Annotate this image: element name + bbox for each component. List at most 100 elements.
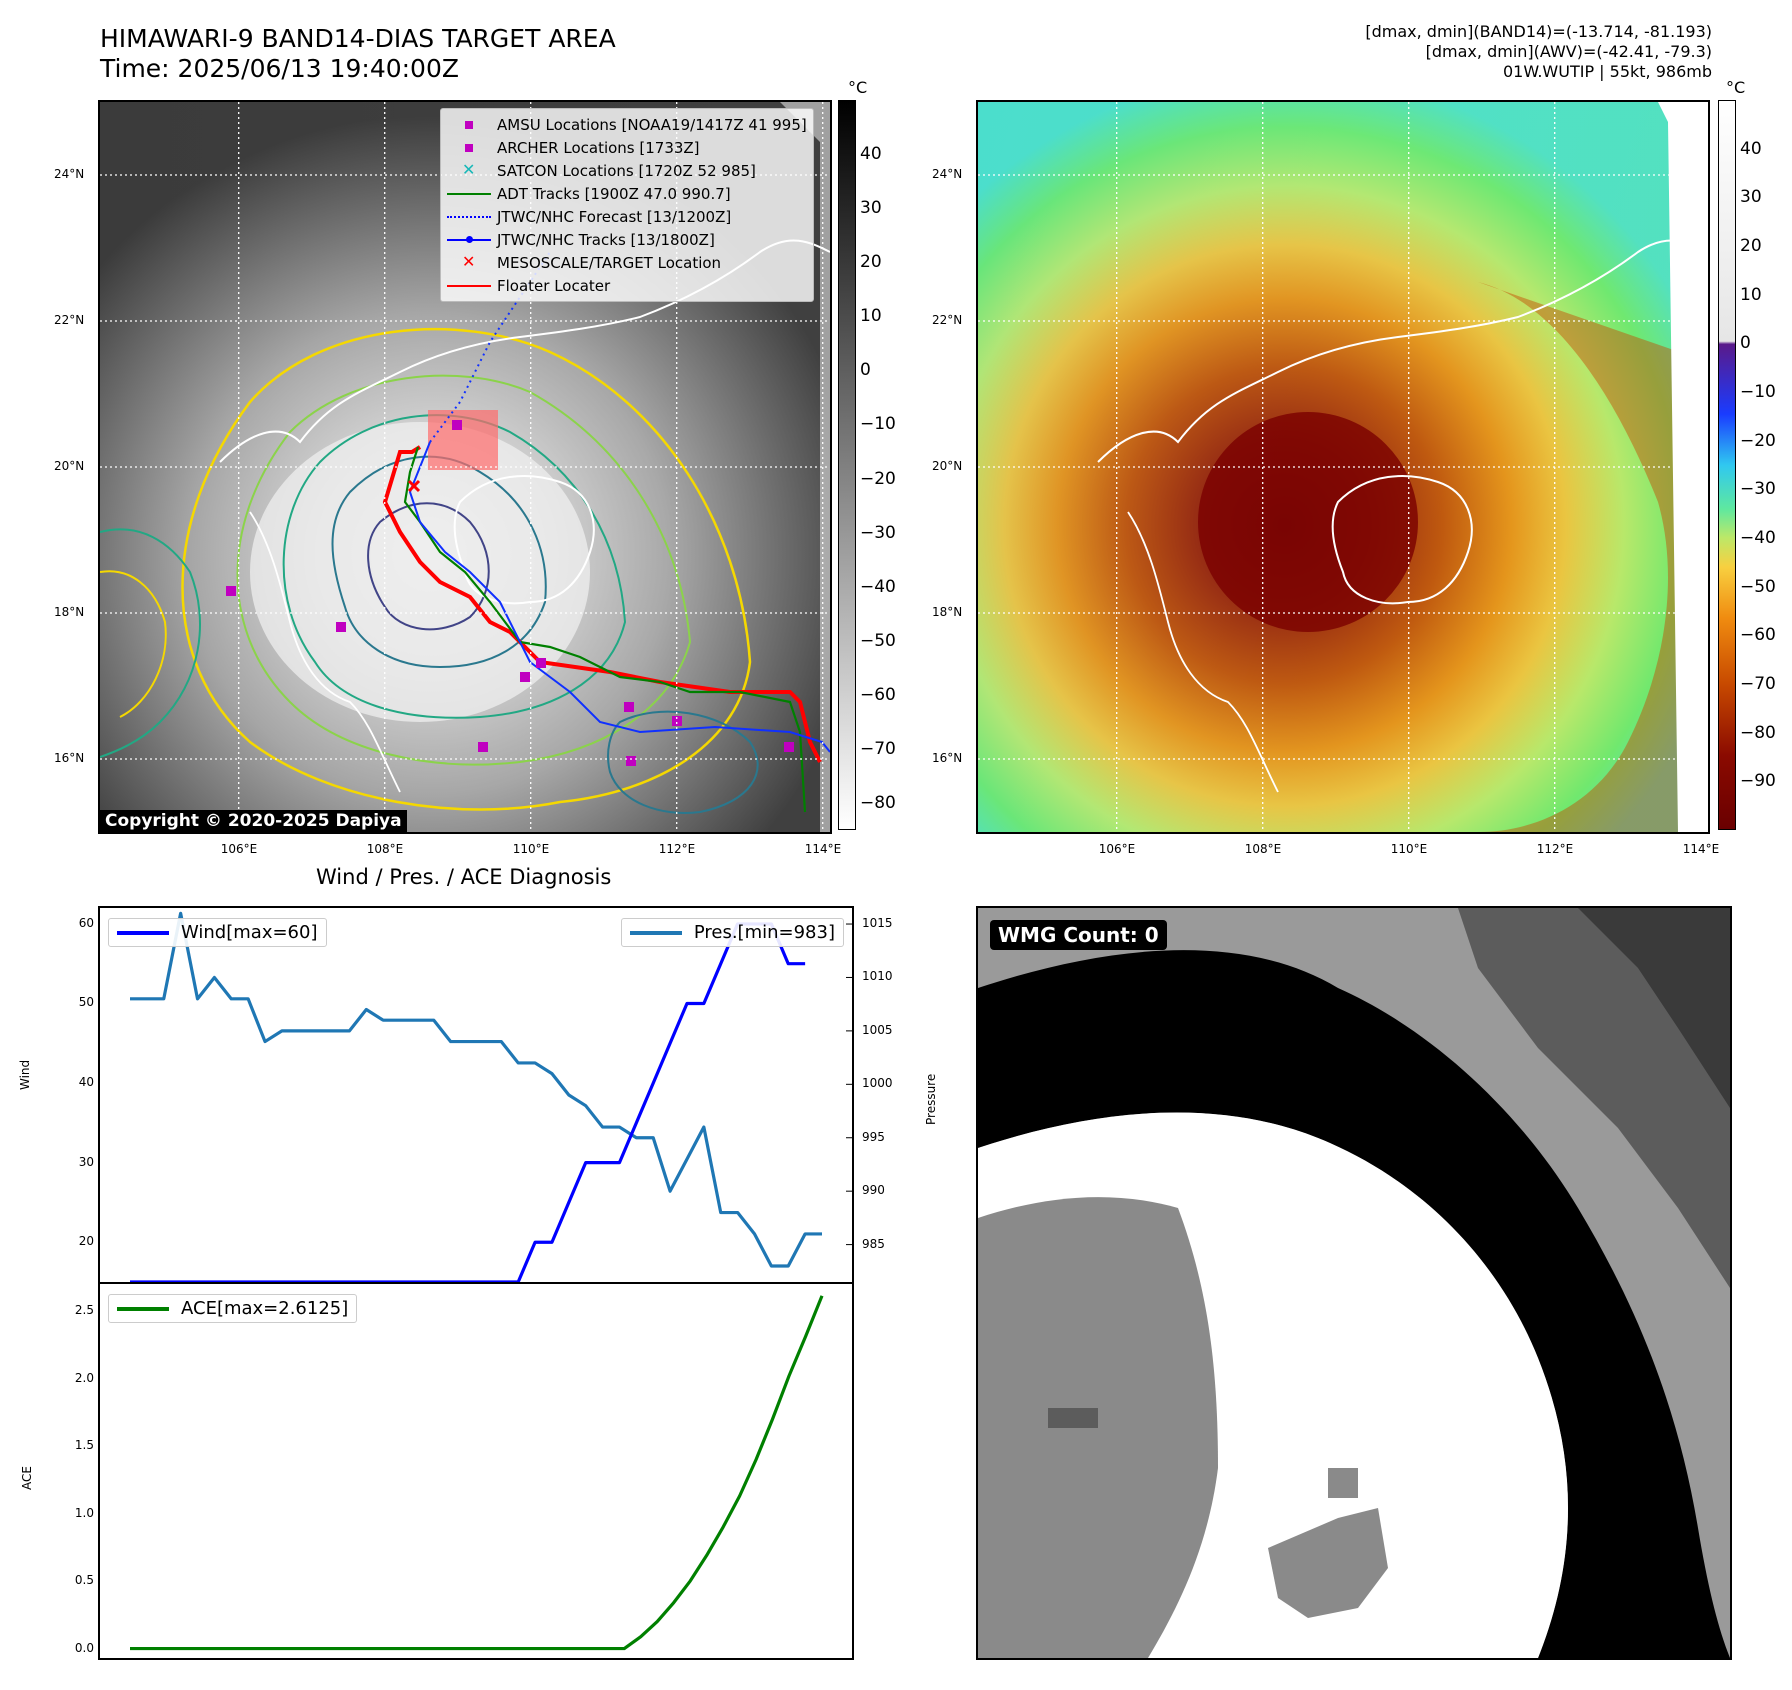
legend-label: MESOSCALE/TARGET Location bbox=[497, 253, 722, 272]
legend-item: JTWC/NHC Tracks [13/1800Z] bbox=[447, 228, 807, 251]
info-awv-range: [dmax, dmin](AWV)=(-42.41, -79.3) bbox=[1425, 42, 1712, 61]
lat-label: 18°N bbox=[54, 605, 85, 619]
colorbar-tick: −40 bbox=[1740, 528, 1776, 548]
colorbar-tick: −10 bbox=[860, 414, 896, 435]
legend-item: ARCHER Locations [1733Z] bbox=[447, 136, 807, 159]
lat-label: 18°N bbox=[932, 605, 963, 619]
colorbar-tick: −50 bbox=[860, 630, 896, 651]
axis-tick-label: 990 bbox=[862, 1183, 885, 1198]
map-legend: AMSU Locations [NOAA19/1417Z 41 995] ARCH… bbox=[440, 108, 814, 302]
ace-panel: ACE[max=2.6125] bbox=[98, 1282, 854, 1660]
lat-label: 16°N bbox=[54, 751, 85, 765]
colorbar-tick: 40 bbox=[860, 144, 882, 165]
legend-marker bbox=[447, 233, 493, 247]
lon-label: 108°E bbox=[1244, 842, 1282, 856]
legend-marker bbox=[447, 118, 493, 132]
colorbar-tick: 30 bbox=[1740, 187, 1762, 208]
lon-label: 114°E bbox=[804, 842, 842, 856]
legend-marker: ✕ bbox=[462, 251, 476, 271]
lon-label: 112°E bbox=[1536, 842, 1574, 856]
info-storm-summary: 01W.WUTIP | 55kt, 986mb bbox=[1502, 62, 1712, 81]
colorbar-tick: −10 bbox=[1740, 382, 1776, 402]
pressure-legend: Pres.[min=983] bbox=[620, 918, 844, 947]
colorbar-tick: −70 bbox=[860, 738, 896, 759]
ace-plot bbox=[130, 1295, 824, 1651]
wmg-count-badge: WMG Count: 0 bbox=[990, 920, 1167, 950]
lon-label: 110°E bbox=[512, 842, 550, 856]
legend-marker: ✕ bbox=[462, 159, 476, 179]
colorbar-tick: −20 bbox=[860, 468, 896, 489]
storm-info: [dmax, dmin](BAND14)=(-13.714, -81.193) … bbox=[1365, 22, 1712, 82]
wmg-image bbox=[978, 908, 1730, 1658]
legend-label: JTWC/NHC Tracks [13/1800Z] bbox=[497, 230, 715, 249]
colorbar-tick: −50 bbox=[1740, 576, 1776, 597]
wind-pressure-plot bbox=[130, 911, 852, 1282]
ir-map-panel: AMSU Locations [NOAA19/1417Z 41 995] ARCH… bbox=[98, 100, 832, 834]
figure-title: HIMAWARI-9 BAND14-DIAS TARGET AREA Time: … bbox=[100, 24, 616, 83]
awv-map-panel bbox=[976, 100, 1710, 834]
lat-label: 24°N bbox=[54, 167, 85, 181]
axis-tick-label: 1000 bbox=[862, 1076, 893, 1091]
info-band14-range: [dmax, dmin](BAND14)=(-13.714, -81.193) bbox=[1365, 22, 1712, 41]
colorbar-tick: 0 bbox=[1740, 333, 1751, 354]
legend-item: JTWC/NHC Forecast [13/1200Z] bbox=[447, 205, 807, 228]
lon-label: 106°E bbox=[1098, 842, 1136, 856]
pressure-legend-label: Pres.[min=983] bbox=[693, 922, 835, 943]
wind-axis-label: Wind bbox=[18, 1059, 32, 1090]
colorbar-tick: −30 bbox=[860, 522, 896, 543]
colorbar-tick: 0 bbox=[860, 360, 871, 381]
lon-label: 106°E bbox=[220, 842, 258, 856]
legend-item: AMSU Locations [NOAA19/1417Z 41 995] bbox=[447, 113, 807, 136]
target-x-marker bbox=[407, 479, 421, 493]
copyright-label: Copyright © 2020-2025 Dapiya bbox=[100, 810, 407, 832]
axis-tick-label: 1.5 bbox=[74, 1438, 94, 1453]
ir-colorbar-unit: °C bbox=[848, 78, 868, 97]
wind-pressure-panel: Wind[max=60] Pres.[min=983] bbox=[98, 906, 854, 1284]
axis-tick-label: 30 bbox=[78, 1154, 94, 1169]
legend-item: Floater Locater bbox=[447, 274, 807, 297]
axis-tick-label: 1010 bbox=[862, 969, 893, 984]
pressure-series-line bbox=[130, 911, 822, 1268]
lon-label: 114°E bbox=[1682, 842, 1720, 856]
colorbar-tick: 20 bbox=[860, 252, 882, 273]
colorbar-tick: −40 bbox=[860, 576, 896, 597]
target-area-box bbox=[428, 410, 498, 470]
axis-tick-label: 2.5 bbox=[74, 1303, 94, 1317]
colorbar-tick: −60 bbox=[1740, 625, 1776, 646]
amsu-archer-markers bbox=[226, 420, 794, 766]
axis-tick-label: 1005 bbox=[862, 1022, 893, 1037]
floater-locater-track bbox=[382, 445, 822, 763]
wind-legend: Wind[max=60] bbox=[108, 918, 327, 947]
legend-label: ARCHER Locations [1733Z] bbox=[497, 138, 700, 157]
lon-label: 108°E bbox=[366, 842, 404, 856]
pressure-axis-label: Pressure bbox=[924, 1073, 938, 1125]
axis-tick-label: 1.0 bbox=[74, 1505, 94, 1520]
colorbar-tick: −70 bbox=[1740, 674, 1776, 694]
awv-colorbar-unit: °C bbox=[1726, 78, 1746, 97]
colorbar-tick: −80 bbox=[1740, 722, 1776, 743]
axis-tick-label: 60 bbox=[78, 915, 94, 930]
legend-marker bbox=[447, 210, 493, 224]
colorbar-tick: 10 bbox=[1740, 284, 1762, 305]
legend-label: AMSU Locations [NOAA19/1417Z 41 995] bbox=[497, 115, 807, 134]
colorbar-tick: 30 bbox=[860, 198, 882, 219]
lon-label: 110°E bbox=[1390, 842, 1428, 856]
awv-map-gridlines bbox=[978, 102, 1708, 832]
awv-colorbar bbox=[1718, 100, 1736, 830]
ir-colorbar bbox=[838, 100, 856, 830]
legend-item: ADT Tracks [1900Z 47.0 990.7] bbox=[447, 182, 807, 205]
legend-item: ✕ MESOSCALE/TARGET Location bbox=[447, 251, 807, 274]
axis-tick-label: 2.0 bbox=[74, 1370, 94, 1385]
axis-tick-label: 995 bbox=[862, 1129, 885, 1144]
ace-series-line bbox=[130, 1295, 824, 1651]
lat-label: 16°N bbox=[932, 751, 963, 765]
legend-label: Floater Locater bbox=[497, 276, 611, 295]
lat-label: 22°N bbox=[54, 313, 85, 327]
colorbar-tick: 20 bbox=[1740, 236, 1762, 256]
ace-legend: ACE[max=2.6125] bbox=[108, 1294, 358, 1323]
axis-tick-label: 50 bbox=[78, 995, 94, 1010]
legend-marker bbox=[447, 279, 493, 293]
wind-legend-label: Wind[max=60] bbox=[181, 922, 318, 943]
lat-label: 24°N bbox=[932, 167, 963, 181]
lat-label: 22°N bbox=[932, 313, 963, 327]
